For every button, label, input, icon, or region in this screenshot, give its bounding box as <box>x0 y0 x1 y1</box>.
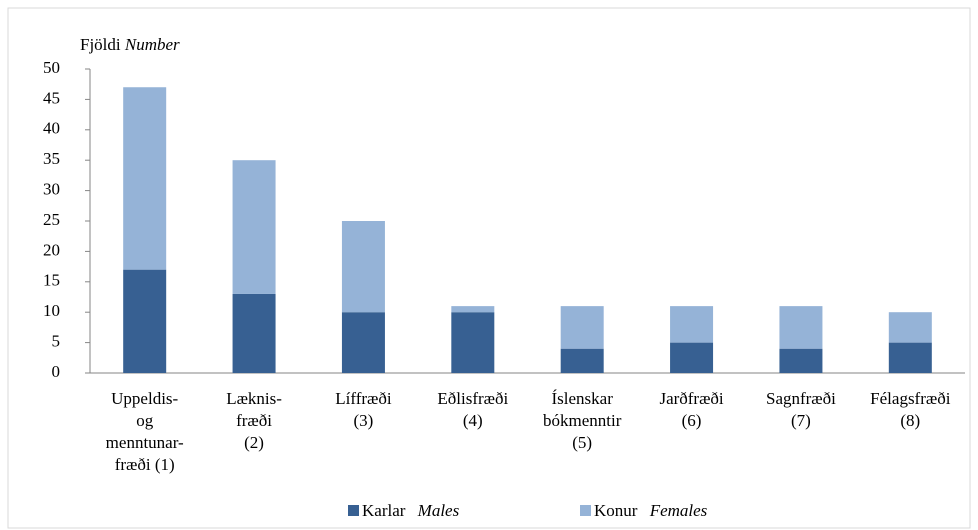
x-tick-label: og <box>136 411 154 430</box>
bar-segment <box>123 269 167 373</box>
chart-frame <box>7 7 971 529</box>
y-tick-label: 15 <box>43 271 60 290</box>
x-tick-label: (3) <box>354 411 374 430</box>
x-tick-label: fræði <box>236 411 272 430</box>
bar-segment <box>341 221 385 313</box>
legend-name: Karlar <box>362 501 406 520</box>
y-tick-label: 50 <box>43 58 60 77</box>
x-tick-label: (6) <box>682 411 702 430</box>
y-tick-label: 10 <box>43 301 60 320</box>
x-tick-label: (5) <box>572 433 592 452</box>
legend-swatch <box>348 505 359 516</box>
y-tick-label: 20 <box>43 240 60 259</box>
y-tick-label: 25 <box>43 210 60 229</box>
x-tick-label: (4) <box>463 411 483 430</box>
x-tick-label: (7) <box>791 411 811 430</box>
x-tick-label: (8) <box>900 411 920 430</box>
bar-segment <box>451 312 495 373</box>
y-axis-label: Fjöldi Number <box>80 35 180 54</box>
x-tick-label: Sagnfræði <box>766 389 836 408</box>
bar-segment <box>888 342 932 373</box>
bar-segment <box>888 312 932 343</box>
legend-swatch <box>580 505 591 516</box>
y-tick-label: 30 <box>43 180 60 199</box>
x-tick-label: Íslenskar <box>552 389 614 408</box>
y-tick-label: 45 <box>43 88 60 107</box>
y-label: Fjöldi <box>80 35 121 54</box>
legend-name-en: Males <box>417 501 460 520</box>
bar-segment <box>779 306 823 349</box>
x-tick-label: Læknis- <box>226 389 282 408</box>
y-tick-label: 35 <box>43 149 60 168</box>
bar-segment <box>779 348 823 373</box>
x-tick-label: bókmenntir <box>543 411 622 430</box>
y-label-en: Number <box>124 35 180 54</box>
x-tick-label: Eðlisfræði <box>437 389 508 408</box>
x-tick-label: Uppeldis- <box>111 389 178 408</box>
legend-entry: Konur Females <box>594 501 708 520</box>
x-tick-label: menntunar- <box>106 433 184 452</box>
x-tick-label: Jarðfræði <box>659 389 723 408</box>
bar-segment <box>670 342 714 373</box>
legend-entry: Karlar Males <box>362 501 460 520</box>
bar-segment <box>232 160 276 294</box>
legend-name-en: Females <box>649 501 708 520</box>
x-tick-label: (2) <box>244 433 264 452</box>
bar-segment <box>560 348 604 373</box>
bar-segment <box>670 306 714 343</box>
bar-segment <box>451 306 495 313</box>
x-tick-label: fræði (1) <box>115 455 175 474</box>
legend-name: Konur <box>594 501 638 520</box>
y-tick-label: 5 <box>52 332 61 351</box>
y-tick-label: 40 <box>43 119 60 138</box>
y-tick-label: 0 <box>52 362 61 381</box>
bar-segment <box>560 306 604 349</box>
bar-segment <box>232 293 276 373</box>
x-tick-label: Félagsfræði <box>870 389 951 408</box>
bar-segment <box>341 312 385 373</box>
bar-segment <box>123 87 167 270</box>
x-tick-label: Líffræði <box>335 389 392 408</box>
